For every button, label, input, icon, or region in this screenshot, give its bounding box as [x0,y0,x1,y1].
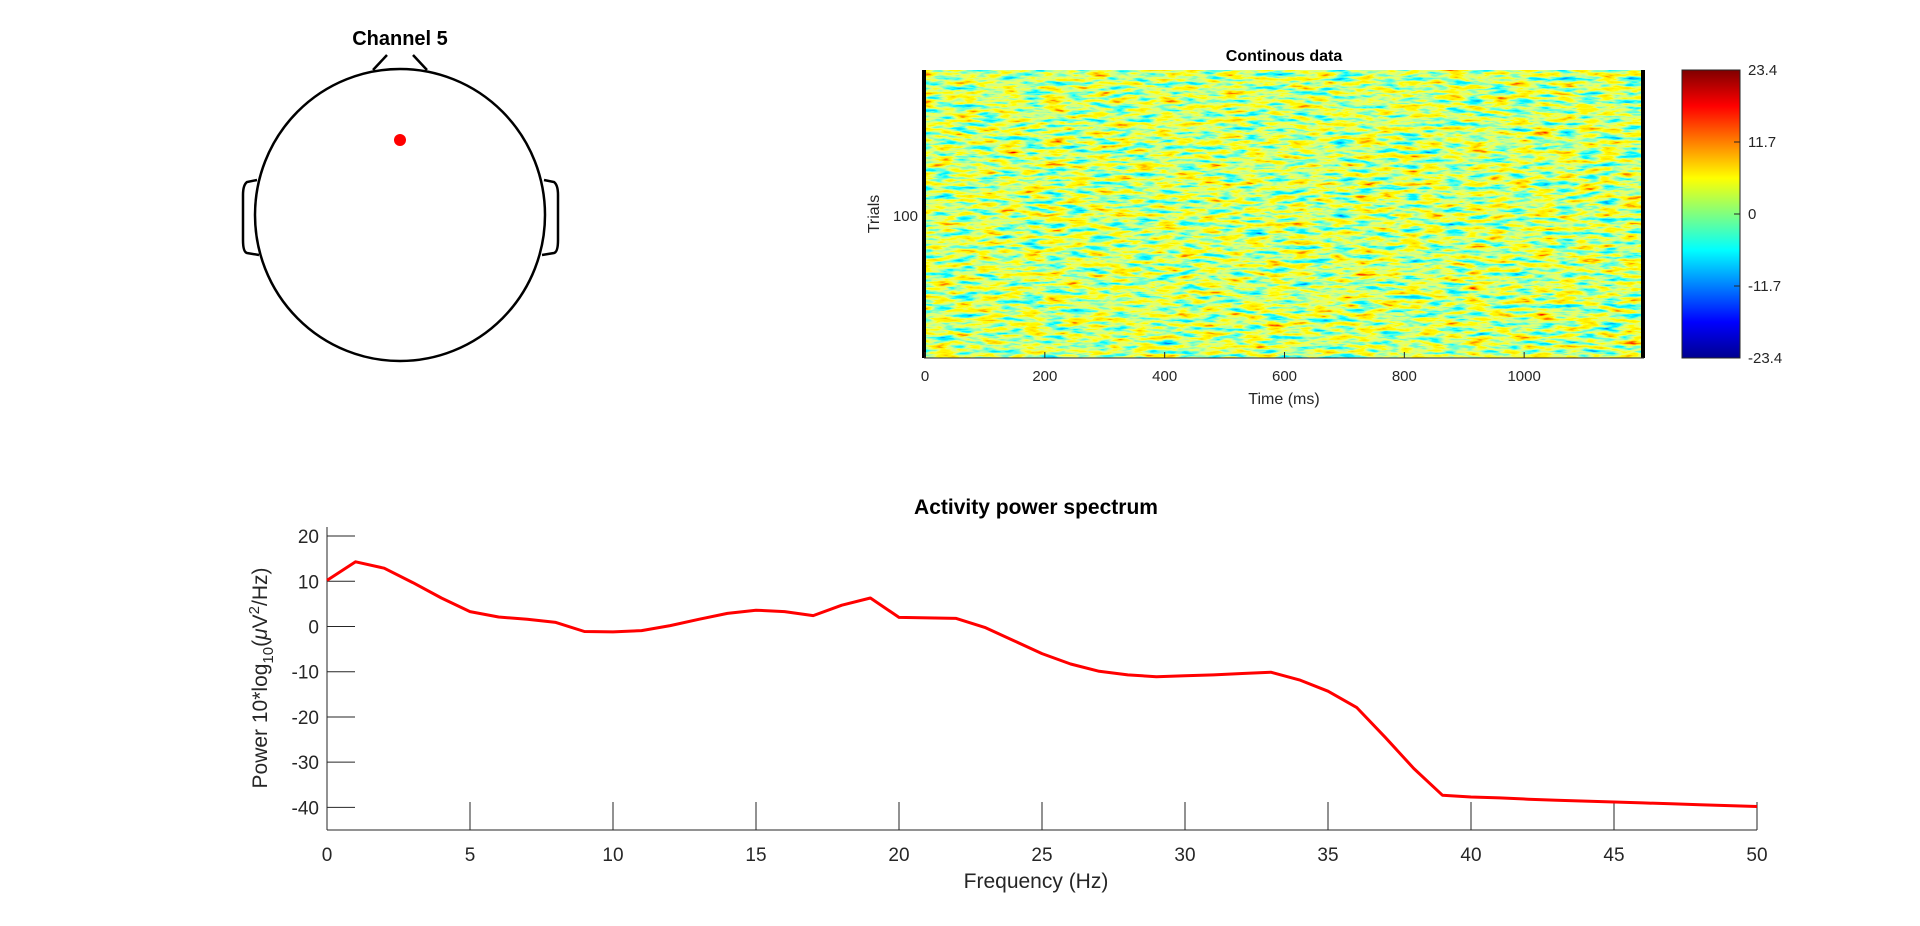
colorbar-tick-label: 11.7 [1748,134,1776,151]
image-plot-y-tick-label: 100 [893,208,918,225]
left-ear-outline [241,178,260,257]
spectrum-xlabel: Frequency (Hz) [964,870,1109,893]
colorbar-tick-label: 23.4 [1748,62,1777,79]
nose-outline [372,54,428,71]
spectrum-y-tick-label: 10 [298,572,319,593]
spectrum-plot: Activity power spectrum 0 5 10 15 20 25 30 35 40… [246,496,1768,893]
image-plot-right-edge [1641,70,1645,358]
spectrum-x-tick-label: 20 [888,845,909,866]
image-x-tick-label: 1000 [1507,368,1540,385]
topomap-title: Channel 5 [352,28,448,50]
image-plot: Continous data 0 200 400 600 800 1000 100 Tri… [866,48,1645,408]
spectrum-x-tick-label: 25 [1031,845,1052,866]
colorbar-tick-label: 0 [1748,206,1756,223]
image-plot-xlabel: Time (ms) [1248,391,1319,408]
colorbar-tick-label: -11.7 [1748,278,1781,295]
spectrum-x-tick-label: 0 [322,845,333,866]
image-plot-ylabel: Trials [866,195,883,234]
spectrum-y-tick-label: -40 [292,798,319,819]
image-x-tick-label: 0 [921,368,929,385]
topomap: Channel 5 [241,28,560,363]
spectrum-ylabel: Power 10*log10(μV2/Hz) [246,568,277,789]
head-outline [253,67,547,363]
image-x-tick-label: 600 [1272,368,1297,385]
spectrum-x-tick-label: 45 [1603,845,1624,866]
spectrum-x-tick-label: 10 [602,845,623,866]
spectrum-y-tick-label: 20 [298,527,319,548]
colorbar-gradient [1681,69,1741,359]
image-plot-x-ticks: 0 200 400 600 800 1000 [921,352,1541,385]
spectrum-y-tick-label: -20 [292,708,319,729]
spectrum-x-tick-label: 30 [1174,845,1195,866]
image-plot-heatmap [925,70,1644,358]
spectrum-title: Activity power spectrum [914,496,1158,519]
image-x-tick-label: 400 [1152,368,1177,385]
image-x-tick-label: 800 [1392,368,1417,385]
image-plot-left-edge [922,70,926,358]
spectrum-series-line [326,560,1758,808]
spectrum-y-tick-label: -10 [292,663,319,684]
spectrum-x-tick-label: 50 [1746,845,1767,866]
spectrum-y-tick-label: 0 [308,617,319,638]
spectrum-x-tick-label: 35 [1317,845,1338,866]
right-ear-outline [541,178,560,257]
spectrum-axes: 0 5 10 15 20 25 30 35 40 45 50 20 10 0 -10 -20 -30 -40 [292,527,1768,866]
image-x-tick-label: 200 [1032,368,1057,385]
colorbar: 23.4 11.7 0 -11.7 -23.4 [1681,62,1782,367]
spectrum-y-tick-label: -30 [292,753,319,774]
colorbar-ticks: 23.4 11.7 0 -11.7 -23.4 [1734,62,1782,367]
colorbar-tick-label: -23.4 [1748,350,1782,367]
spectrum-x-tick-label: 5 [465,845,476,866]
electrode-dot [394,134,406,146]
spectrum-line-group [326,560,1758,808]
spectrum-x-tick-label: 40 [1460,845,1481,866]
spectrum-x-tick-label: 15 [745,845,766,866]
image-plot-title: Continous data [1226,48,1343,65]
